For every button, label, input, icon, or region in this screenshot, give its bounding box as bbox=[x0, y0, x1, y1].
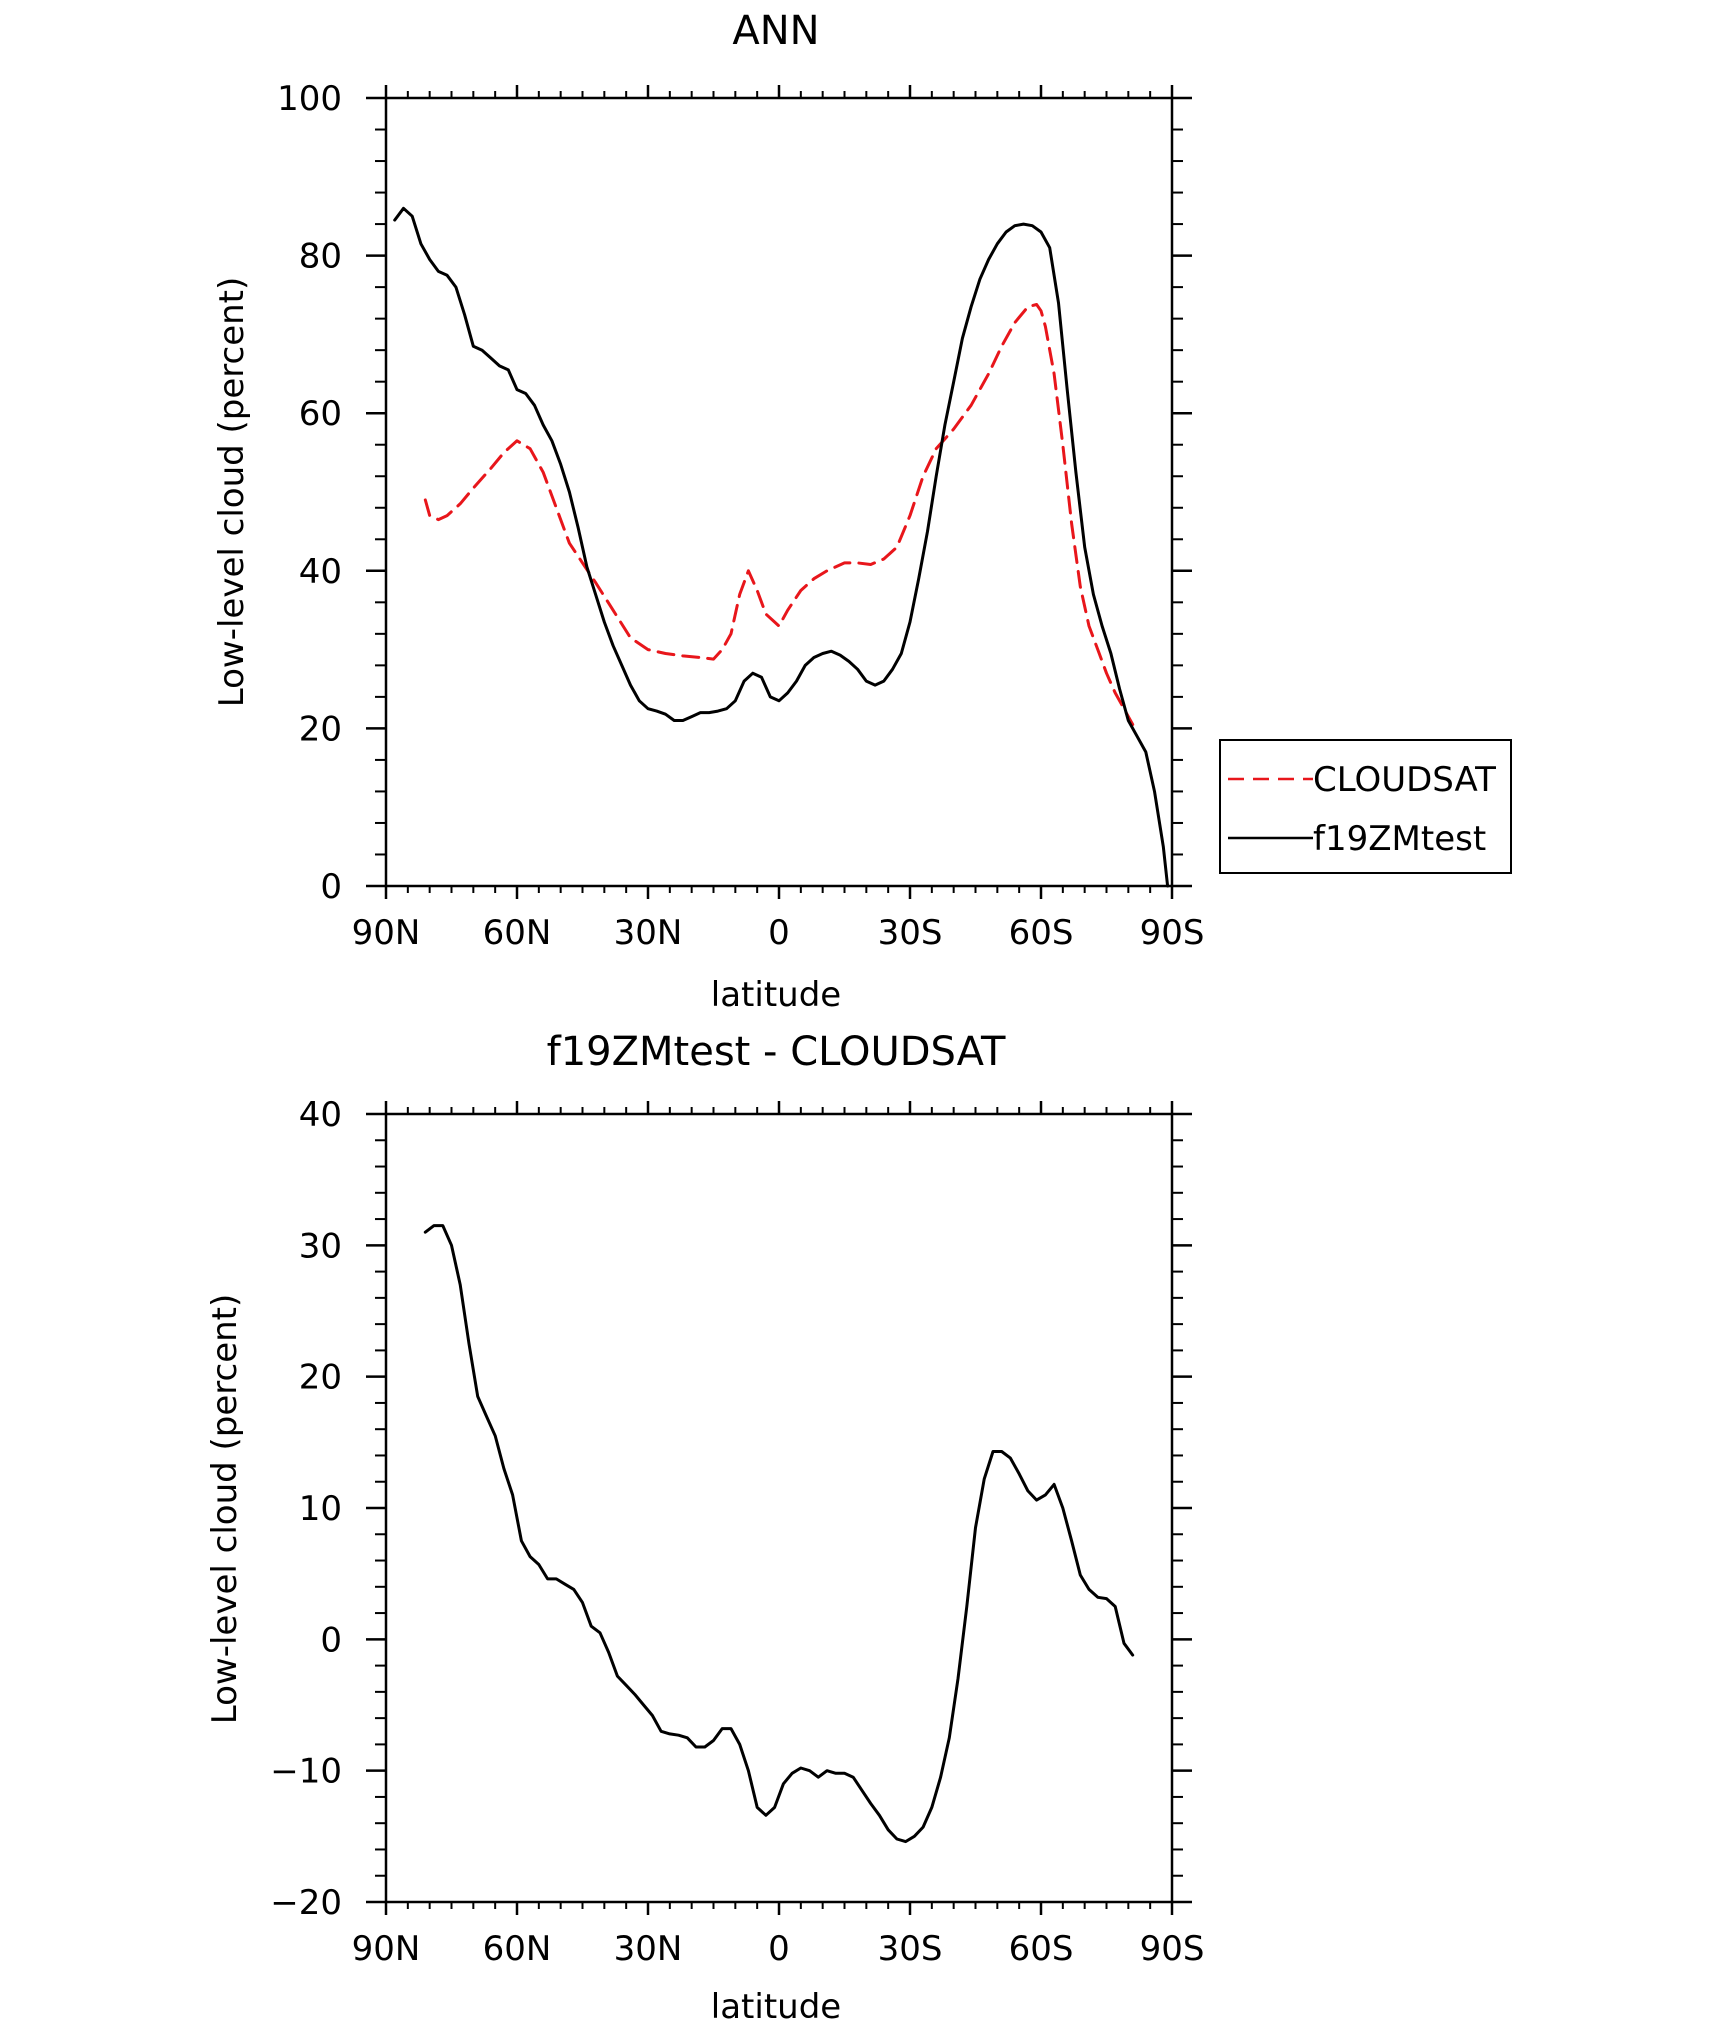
y-tick-label: −20 bbox=[270, 1883, 342, 1923]
tick-group bbox=[366, 85, 1192, 899]
x-tick-label: 60S bbox=[1009, 1929, 1074, 1969]
y-tick-label: 20 bbox=[299, 709, 342, 749]
y-tick-label: 100 bbox=[277, 79, 342, 119]
chart-title: ANN bbox=[732, 8, 819, 54]
x-tick-label: 90N bbox=[352, 1929, 421, 1969]
series-line-cloudsat bbox=[423, 303, 1135, 726]
x-tick-label: 60N bbox=[483, 913, 552, 953]
x-tick-label: 60N bbox=[483, 1929, 552, 1969]
plot-frame bbox=[384, 96, 1174, 888]
y-tick-label: 40 bbox=[299, 552, 342, 592]
plot-frame bbox=[384, 1112, 1174, 1904]
panel-top: ANN Low-level cloud (percent) latitude 9… bbox=[212, 8, 1512, 1015]
x-tick-label: 90N bbox=[352, 913, 421, 953]
y-tick-label: −10 bbox=[270, 1752, 342, 1792]
x-axis-title: latitude bbox=[711, 975, 841, 1015]
series-group bbox=[423, 1224, 1135, 1844]
x-tick-label: 90S bbox=[1140, 1929, 1205, 1969]
legend: CLOUDSAT f19ZMtest bbox=[1219, 739, 1512, 874]
tick-label-group: 90N 60N 30N 0 30S 60S 90S 0 20 40 60 80 100 bbox=[277, 79, 1204, 953]
x-tick-label: 30S bbox=[878, 1929, 943, 1969]
y-tick-label: 20 bbox=[299, 1358, 342, 1398]
x-tick-label: 0 bbox=[768, 1929, 790, 1969]
x-tick-label: 90S bbox=[1140, 913, 1205, 953]
legend-label-f19zmtest: f19ZMtest bbox=[1313, 819, 1486, 859]
y-axis-title: Low-level cloud (percent) bbox=[205, 1294, 245, 1725]
y-tick-label: 60 bbox=[299, 394, 342, 434]
x-axis-title: latitude bbox=[711, 1987, 841, 2021]
y-tick-label: 40 bbox=[299, 1095, 342, 1135]
tick-label-group: 90N 60N 30N 0 30S 60S 90S −20 −10 0 10 20 30 40 bbox=[270, 1095, 1204, 1969]
chart-title: f19ZMtest - CLOUDSAT bbox=[547, 1029, 1006, 1075]
x-tick-label: 30N bbox=[614, 1929, 683, 1969]
x-tick-label: 30N bbox=[614, 913, 683, 953]
panel-bottom: f19ZMtest - CLOUDSAT Low-level cloud (pe… bbox=[205, 1029, 1204, 2021]
x-tick-label: 0 bbox=[768, 913, 790, 953]
y-tick-label: 0 bbox=[320, 867, 342, 907]
series-line-f19zmtest bbox=[393, 206, 1170, 888]
x-tick-label: 60S bbox=[1009, 913, 1074, 953]
y-tick-label: 30 bbox=[299, 1226, 342, 1266]
y-tick-label: 10 bbox=[299, 1489, 342, 1529]
series-line-difference bbox=[423, 1224, 1135, 1844]
legend-box bbox=[1219, 739, 1512, 874]
series-group bbox=[393, 206, 1170, 888]
y-axis-title: Low-level cloud (percent) bbox=[212, 277, 252, 708]
y-tick-label: 0 bbox=[320, 1620, 342, 1660]
legend-label-cloudsat: CLOUDSAT bbox=[1313, 760, 1496, 800]
x-tick-label: 30S bbox=[878, 913, 943, 953]
y-tick-label: 80 bbox=[299, 237, 342, 277]
